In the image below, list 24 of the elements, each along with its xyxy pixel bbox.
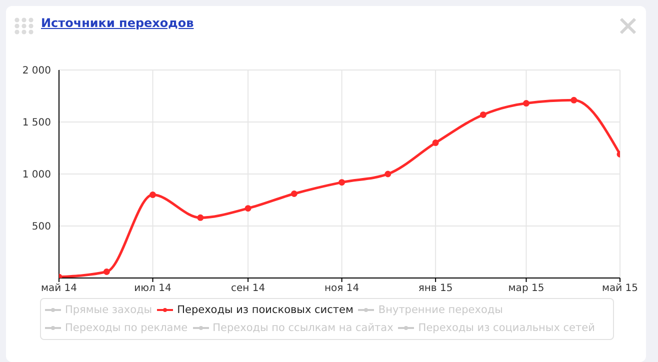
point — [480, 111, 486, 118]
point — [290, 190, 298, 198]
x-tick-label: май 15 — [602, 283, 638, 294]
legend-label: Переходы из поисковых систем — [176, 303, 354, 318]
x-tick-label: июл 14 — [134, 283, 172, 294]
y-tick-label: 1 000 — [22, 170, 51, 181]
y-tick-label: 500 — [32, 222, 51, 233]
point — [338, 179, 346, 186]
point — [432, 140, 439, 146]
point — [150, 192, 156, 198]
point — [570, 96, 578, 104]
x-tick-label: ноя 14 — [324, 283, 360, 294]
y-tick-label: 2 000 — [22, 66, 51, 77]
point — [197, 214, 204, 221]
x-tick-label: мар 15 — [508, 283, 544, 294]
x-tick-label: май 14 — [40, 283, 78, 294]
point — [244, 205, 252, 212]
x-tick-label: сен 14 — [231, 283, 266, 294]
y-tick-label: 1 500 — [22, 118, 51, 129]
x-tick-label: янв 15 — [418, 283, 453, 294]
point — [522, 100, 530, 107]
chart-title: Источники переходов — [41, 16, 194, 30]
point — [103, 268, 110, 276]
point — [384, 170, 392, 178]
